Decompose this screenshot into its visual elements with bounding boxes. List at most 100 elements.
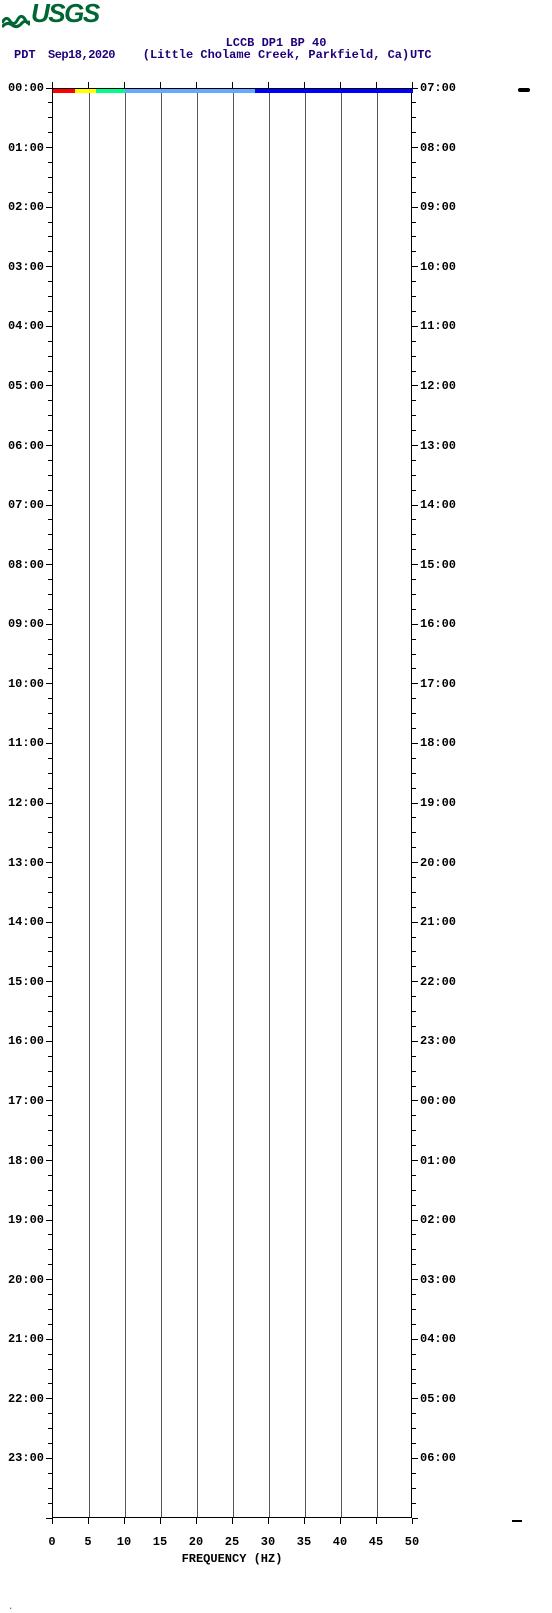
y-tick-label-left: 00:00 (6, 81, 44, 95)
y-minor-tick (412, 609, 416, 610)
y-tick-label-left: 11:00 (6, 736, 44, 750)
y-minor-tick (412, 1086, 416, 1087)
y-minor-tick (412, 1309, 416, 1310)
y-minor-tick (412, 1234, 416, 1235)
y-tick-label-right: 14:00 (420, 498, 456, 512)
footer-mark: . (8, 1602, 13, 1612)
y-tick-mark (46, 1339, 52, 1340)
y-minor-tick (412, 519, 416, 520)
y-minor-tick (48, 1205, 52, 1206)
y-minor-tick (48, 996, 52, 997)
y-tick-mark (412, 922, 418, 923)
y-tick-label-right: 03:00 (420, 1273, 456, 1287)
y-minor-tick (412, 1056, 416, 1057)
y-tick-label-left: 22:00 (6, 1392, 44, 1406)
y-minor-tick (48, 1145, 52, 1146)
y-tick-mark (46, 624, 52, 625)
y-tick-mark (412, 385, 418, 386)
y-tick-label-left: 13:00 (6, 856, 44, 870)
y-minor-tick (412, 490, 416, 491)
y-minor-tick (412, 1115, 416, 1116)
y-minor-tick (48, 162, 52, 163)
y-minor-tick (48, 1190, 52, 1191)
y-tick-label-right: 02:00 (420, 1213, 456, 1227)
y-minor-tick (48, 311, 52, 312)
x-tick-label: 10 (117, 1535, 131, 1549)
y-minor-tick (48, 475, 52, 476)
y-minor-tick (48, 1026, 52, 1027)
y-minor-tick (48, 966, 52, 967)
y-minor-tick (412, 1503, 416, 1504)
y-tick-label-right: 23:00 (420, 1034, 456, 1048)
y-tick-mark (46, 1398, 52, 1399)
y-tick-label-right: 15:00 (420, 558, 456, 572)
data-segment (75, 89, 97, 93)
x-tick-mark (88, 82, 89, 88)
y-tick-mark (412, 88, 418, 89)
gridline (341, 89, 342, 1517)
y-tick-mark (412, 326, 418, 327)
y-minor-tick (412, 1413, 416, 1414)
y-tick-mark (46, 743, 52, 744)
y-minor-tick (48, 1488, 52, 1489)
x-tick-mark (304, 1518, 305, 1524)
y-minor-tick (412, 698, 416, 699)
y-tick-label-right: 00:00 (420, 1094, 456, 1108)
y-minor-tick (48, 654, 52, 655)
usgs-logo: USGS (2, 0, 99, 29)
y-tick-label-left: 07:00 (6, 498, 44, 512)
x-tick-mark (52, 1518, 53, 1524)
y-minor-tick (48, 1413, 52, 1414)
y-minor-tick (48, 117, 52, 118)
y-minor-tick (412, 639, 416, 640)
y-minor-tick (412, 907, 416, 908)
y-tick-mark (46, 445, 52, 446)
y-tick-label-right: 01:00 (420, 1154, 456, 1168)
y-tick-mark (46, 1518, 52, 1519)
y-minor-tick (48, 192, 52, 193)
y-tick-mark (46, 683, 52, 684)
y-tick-mark (46, 803, 52, 804)
y-tick-label-left: 02:00 (6, 200, 44, 214)
y-minor-tick (412, 937, 416, 938)
y-minor-tick (48, 907, 52, 908)
y-tick-label-left: 01:00 (6, 141, 44, 155)
logo-text: USGS (31, 0, 99, 28)
y-tick-mark (46, 1041, 52, 1042)
y-minor-tick (48, 519, 52, 520)
y-minor-tick (48, 1011, 52, 1012)
y-minor-tick (48, 1056, 52, 1057)
y-minor-tick (48, 251, 52, 252)
y-tick-mark (46, 1100, 52, 1101)
data-segment (53, 89, 75, 93)
x-tick-mark (268, 1518, 269, 1524)
y-minor-tick (48, 937, 52, 938)
y-tick-mark (412, 1220, 418, 1221)
y-tick-label-left: 04:00 (6, 319, 44, 333)
y-minor-tick (48, 400, 52, 401)
y-minor-tick (48, 609, 52, 610)
y-tick-mark (412, 207, 418, 208)
y-minor-tick (412, 713, 416, 714)
y-minor-tick (48, 1443, 52, 1444)
y-minor-tick (412, 996, 416, 997)
y-minor-tick (412, 1383, 416, 1384)
y-tick-label-left: 17:00 (6, 1094, 44, 1108)
y-minor-tick (412, 654, 416, 655)
y-tick-label-left: 15:00 (6, 975, 44, 989)
y-minor-tick (412, 341, 416, 342)
y-minor-tick (412, 877, 416, 878)
y-minor-tick (412, 773, 416, 774)
y-minor-tick (412, 1011, 416, 1012)
y-minor-tick (412, 1354, 416, 1355)
y-minor-tick (412, 1071, 416, 1072)
y-tick-label-right: 16:00 (420, 617, 456, 631)
x-tick-mark (268, 82, 269, 88)
y-tick-mark (46, 88, 52, 89)
gridline (161, 89, 162, 1517)
y-minor-tick (412, 594, 416, 595)
y-minor-tick (412, 728, 416, 729)
y-tick-mark (412, 862, 418, 863)
y-tick-label-left: 21:00 (6, 1332, 44, 1346)
y-minor-tick (48, 773, 52, 774)
